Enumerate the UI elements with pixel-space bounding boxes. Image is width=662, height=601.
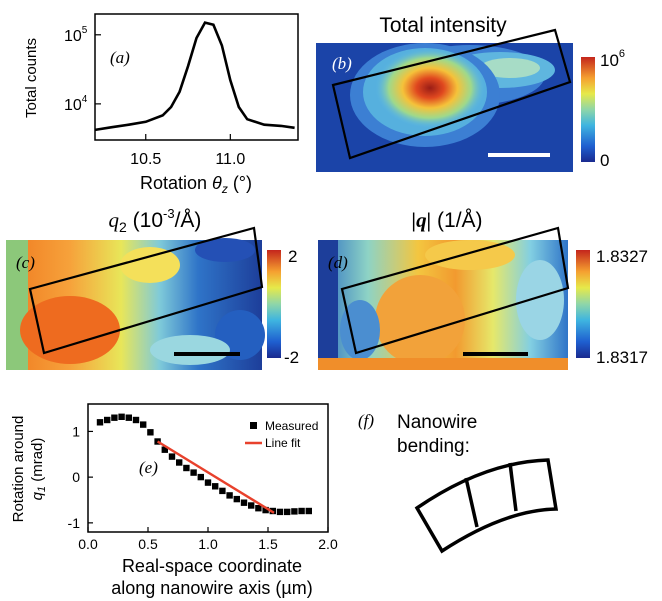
panel-e-data-point: [219, 487, 226, 495]
panel-a-ylabel: Total counts: [23, 38, 40, 118]
panel-e-xtick-label: 1.0: [198, 536, 218, 552]
panel-c-colorbar-min: -2: [284, 348, 299, 367]
panel-e-legend-measured: Measured: [265, 419, 318, 433]
panel-e-data-point: [96, 419, 104, 426]
panel-e-data-point: [248, 502, 255, 509]
panel-f-text-line1: Nanowire: [397, 412, 477, 433]
panel-c-map-texture: [6, 238, 265, 370]
panel-a-ytick-label: 104: [64, 94, 88, 114]
panel-a-label: (a): [110, 48, 130, 67]
panel-e-data-point: [140, 421, 147, 428]
panel-b-colorbar: [581, 57, 595, 162]
panel-a-ytick-label: 105: [64, 25, 88, 45]
nanowire-bending-diagram: [414, 458, 559, 554]
panel-e-xtick-label: 1.5: [258, 536, 278, 552]
panel-e-data-point: [111, 414, 118, 421]
panel-e-data-point: [190, 469, 197, 476]
panel-a-xtick-labels: 10.5 11.0: [130, 151, 245, 168]
panel-e-data-point: [305, 507, 312, 515]
panel-e-ticks: [87, 430, 329, 532]
panel-e-ylabel-line1: Rotation around: [10, 416, 27, 523]
panel-e-data-point: [255, 505, 262, 512]
panel-e-data-point: [104, 416, 111, 424]
panel-a-frame: [94, 13, 299, 141]
panel-d-map-texture: [318, 240, 568, 370]
panel-e-ylabel-line2: q1 (mrad): [29, 438, 48, 501]
panel-e-xlabel-line1: Real-space coordinate: [122, 556, 302, 576]
panel-e-data-point: [298, 507, 305, 515]
panel-b: Total intensity (b) 106 0: [316, 14, 625, 172]
panel-a-curve: [94, 21, 295, 132]
panel-d-title: |q| (1/Å): [411, 208, 482, 232]
panel-e-data-point: [212, 483, 219, 490]
panel-d-colorbar-min: 1.8317: [596, 348, 648, 367]
panel-e-data-point: [125, 414, 132, 421]
panel-d-nanowire-outline: [340, 226, 570, 355]
panel-d-colorbar-max: 1.8327: [596, 247, 648, 266]
panel-a-ticks: [95, 34, 231, 140]
panel-b-colorbar-min: 0: [600, 151, 609, 170]
panel-b-title: Total intensity: [379, 14, 507, 37]
panel-b-label: (b): [332, 54, 352, 73]
panel-e-xtick-labels: 0.0 0.5 1.0 1.5 2.0: [78, 536, 338, 552]
panel-c-colorbar-max: 2: [288, 247, 297, 266]
panel-e-data-point: [240, 499, 248, 506]
panel-c-title: q2 (10-3/Å): [109, 206, 202, 235]
panel-e-ytick-label: 1: [72, 423, 80, 439]
panel-c-nanowire-outline: [28, 226, 264, 355]
panel-e-data-point: [132, 416, 140, 424]
panel-a-xtick-label: 10.5: [130, 151, 161, 168]
panel-a-ytick-labels: 104 105: [64, 25, 88, 114]
panel-e-xlabel-line2: along nanowire axis (µm): [111, 578, 312, 598]
panel-c-colorbar: [267, 250, 281, 358]
panel-e-data-point: [118, 413, 125, 420]
panel-e: 1 0 -1 0.0 0.5 1.0 1.5 2.0 (e) Measured Line f…: [10, 403, 338, 598]
panel-e-ytick-label: -1: [68, 515, 81, 531]
panel-f-label: (f): [358, 411, 374, 430]
panel-c-label: (c): [16, 253, 35, 272]
panel-e-xtick-label: 0.0: [78, 536, 98, 552]
panel-f: (f) Nanowire bending:: [358, 411, 559, 554]
panel-d-colorbar: [576, 250, 590, 358]
panel-a-xlabel: Rotation θz (°): [140, 173, 252, 196]
panel-e-fit-line: [156, 440, 275, 514]
panel-a: (a) Total counts 104 105 10.5 11.0 Rotatio…: [23, 13, 299, 196]
panel-b-colorbar-max: 106: [600, 48, 625, 70]
panel-e-xtick-label: 0.5: [138, 536, 158, 552]
panel-f-text-line2: bending:: [397, 436, 470, 457]
panel-e-data-point: [226, 492, 233, 499]
panel-e-data-point: [197, 473, 204, 481]
panel-e-data-point: [161, 446, 168, 453]
panel-e-data-point: [168, 453, 176, 460]
panel-d-label: (d): [328, 253, 348, 272]
panel-b-map-texture: [350, 43, 555, 147]
panel-e-data-point: [291, 508, 298, 515]
panel-e-data-point: [147, 429, 154, 436]
panel-e-data-point: [262, 506, 269, 514]
panel-e-data-point: [233, 495, 240, 503]
panel-e-data-point: [284, 508, 291, 516]
panel-d: |q| (1/Å) (d) 1.8327 1.8317: [318, 208, 648, 370]
panel-e-data-point: [276, 508, 284, 516]
panel-e-legend-fit: Line fit: [265, 436, 301, 450]
panel-c: q2 (10-3/Å) (c) 2 -2: [6, 206, 299, 370]
panel-b-nanowire-outline: [331, 28, 572, 160]
panel-e-ytick-labels: 1 0 -1: [68, 423, 81, 530]
panel-a-xtick-label: 11.0: [215, 151, 245, 168]
panel-e-label: (e): [139, 458, 158, 477]
panel-e-data-point: [183, 464, 190, 472]
panel-e-data-point: [176, 459, 183, 466]
panel-e-xtick-label: 2.0: [318, 536, 338, 552]
panel-e-data-point: [204, 479, 212, 486]
panel-e-legend-marker: [250, 422, 257, 429]
panel-e-ytick-label: 0: [72, 469, 80, 485]
